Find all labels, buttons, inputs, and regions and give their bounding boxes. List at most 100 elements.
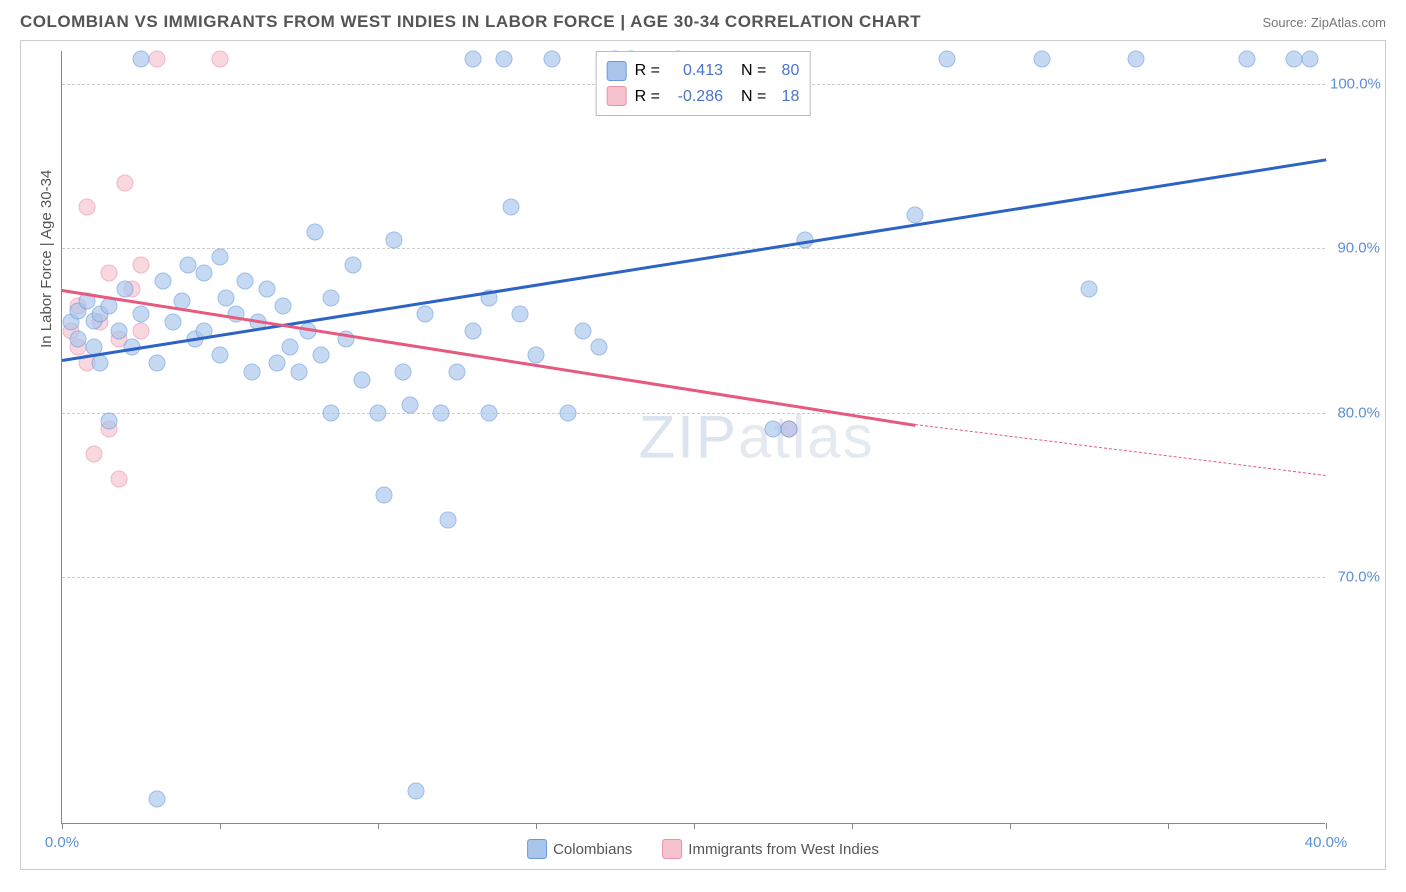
n-value-0: 80 [774,58,799,84]
legend-item-0: Colombians [527,839,632,859]
trend-line [62,158,1326,361]
scatter-point [148,791,165,808]
trend-line-dashed [915,424,1326,476]
chart-title: COLOMBIAN VS IMMIGRANTS FROM WEST INDIES… [20,12,921,32]
scatter-point [243,363,260,380]
scatter-point [464,322,481,339]
scatter-point [237,273,254,290]
scatter-point [79,199,96,216]
scatter-point [401,396,418,413]
scatter-point [1128,51,1145,68]
grid-line-h [62,413,1325,414]
scatter-point [212,347,229,364]
y-tick-label: 80.0% [1330,404,1380,421]
scatter-point [196,265,213,282]
stats-legend: R = 0.413 N = 80 R = -0.286 N = 18 [596,51,811,116]
x-tick [1010,823,1011,829]
r-label-1: R = [635,84,660,110]
scatter-point [765,421,782,438]
scatter-point [370,404,387,421]
x-tick [1168,823,1169,829]
scatter-point [218,289,235,306]
x-tick [852,823,853,829]
scatter-point [464,51,481,68]
scatter-point [417,306,434,323]
r-value-0: 0.413 [668,58,723,84]
scatter-point [117,281,134,298]
n-label-0: N = [741,58,766,84]
y-tick-label: 100.0% [1330,75,1380,92]
scatter-point [439,511,456,528]
y-axis-label: In Labor Force | Age 30-34 [38,170,55,348]
chart-source: Source: ZipAtlas.com [1262,15,1386,30]
scatter-point [291,363,308,380]
scatter-point [907,207,924,224]
legend-item-1: Immigrants from West Indies [662,839,879,859]
scatter-point [1302,51,1319,68]
x-tick [694,823,695,829]
scatter-point [376,487,393,504]
stats-row-0: R = 0.413 N = 80 [607,58,800,84]
scatter-point [268,355,285,372]
scatter-point [543,51,560,68]
y-tick-label: 70.0% [1330,569,1380,586]
scatter-point [528,347,545,364]
scatter-point [91,355,108,372]
scatter-point [496,51,513,68]
n-value-1: 18 [774,84,799,110]
swatch-series-1 [607,86,627,106]
chart-header: COLOMBIAN VS IMMIGRANTS FROM WEST INDIES… [0,0,1406,40]
chart-container: In Labor Force | Age 30-34 ZIPatlas 70.0… [20,40,1386,870]
scatter-point [780,421,797,438]
x-tick [536,823,537,829]
scatter-point [212,51,229,68]
scatter-point [133,256,150,273]
scatter-point [117,174,134,191]
bottom-legend: Colombians Immigrants from West Indies [527,839,879,859]
scatter-point [385,232,402,249]
scatter-point [281,339,298,356]
r-label-0: R = [635,58,660,84]
y-tick-label: 90.0% [1330,240,1380,257]
swatch-series-0 [607,61,627,81]
scatter-point [133,51,150,68]
legend-swatch-1 [662,839,682,859]
legend-swatch-0 [527,839,547,859]
scatter-point [591,339,608,356]
scatter-point [480,404,497,421]
x-tick [62,823,63,829]
scatter-point [110,322,127,339]
r-value-1: -0.286 [668,84,723,110]
scatter-point [1239,51,1256,68]
scatter-point [85,445,102,462]
scatter-point [322,289,339,306]
legend-label-1: Immigrants from West Indies [688,841,879,858]
plot-area: In Labor Force | Age 30-34 ZIPatlas 70.0… [61,51,1325,824]
scatter-point [148,355,165,372]
scatter-point [449,363,466,380]
x-tick-label: 0.0% [45,834,79,851]
legend-label-0: Colombians [553,841,632,858]
scatter-point [559,404,576,421]
scatter-point [344,256,361,273]
scatter-point [69,330,86,347]
x-tick [220,823,221,829]
scatter-point [395,363,412,380]
scatter-point [148,51,165,68]
scatter-point [110,470,127,487]
x-tick-label: 40.0% [1305,834,1348,851]
scatter-point [512,306,529,323]
scatter-point [259,281,276,298]
x-tick [378,823,379,829]
x-tick [1326,823,1327,829]
scatter-point [133,306,150,323]
scatter-point [354,371,371,388]
scatter-point [133,322,150,339]
grid-line-h [62,577,1325,578]
scatter-point [433,404,450,421]
scatter-point [101,265,118,282]
scatter-point [306,223,323,240]
stats-row-1: R = -0.286 N = 18 [607,84,800,110]
scatter-point [407,783,424,800]
scatter-point [180,256,197,273]
